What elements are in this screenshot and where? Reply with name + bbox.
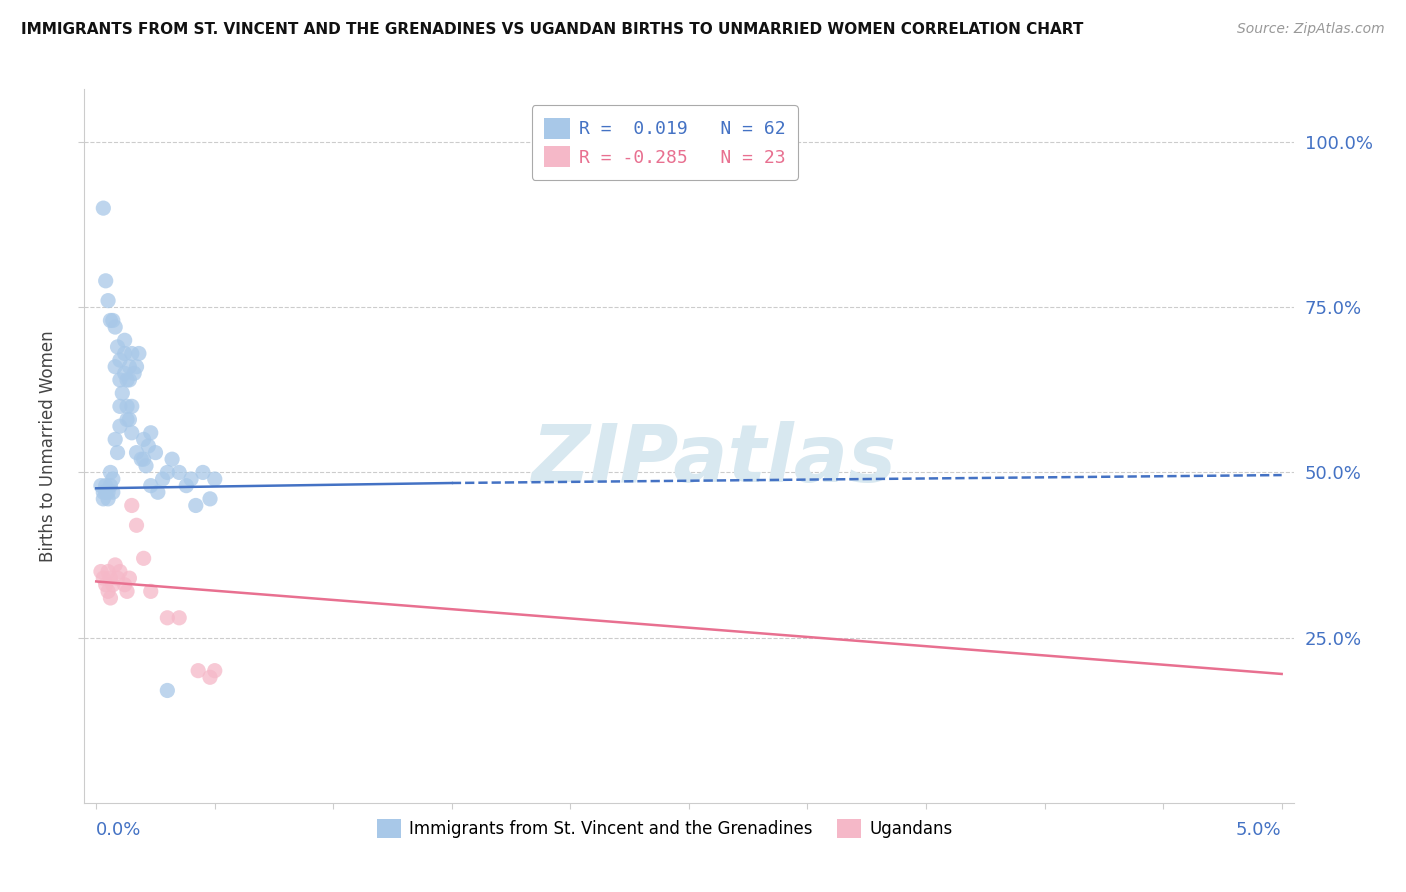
Point [176, 478, 198, 492]
Point [118, 359, 141, 374]
Point [156, 611, 179, 625]
Point [115, 373, 138, 387]
Point [125, 359, 148, 374]
Point [91, 201, 114, 215]
Point [125, 445, 148, 459]
Point [132, 551, 155, 566]
Point [156, 683, 179, 698]
Point [122, 367, 145, 381]
Point [108, 373, 131, 387]
Point [139, 425, 162, 440]
Point [104, 558, 127, 572]
Point [115, 584, 138, 599]
Point [97, 565, 120, 579]
Point [156, 466, 179, 480]
Point [125, 518, 148, 533]
Point [160, 452, 183, 467]
Text: 0.0%: 0.0% [96, 821, 142, 838]
Point [90, 565, 112, 579]
Point [146, 485, 169, 500]
Point [91, 491, 114, 506]
Point [128, 346, 150, 360]
Point [132, 433, 155, 447]
Point [107, 340, 129, 354]
Point [129, 452, 152, 467]
Point [100, 591, 122, 605]
Point [100, 478, 122, 492]
Point [121, 400, 143, 414]
Point [167, 611, 190, 625]
Point [104, 433, 127, 447]
Point [97, 485, 120, 500]
Point [101, 485, 124, 500]
Legend: Immigrants from St. Vincent and the Grenadines, Ugandans: Immigrants from St. Vincent and the Gren… [371, 812, 959, 845]
Point [91, 571, 114, 585]
Point [152, 472, 174, 486]
Point [100, 571, 122, 585]
Point [100, 313, 122, 327]
Point [204, 664, 226, 678]
Point [90, 478, 112, 492]
Point [198, 491, 221, 506]
Point [107, 445, 129, 459]
Point [107, 571, 129, 585]
Text: ZIPatlas: ZIPatlas [530, 421, 896, 500]
Text: IMMIGRANTS FROM ST. VINCENT AND THE GRENADINES VS UGANDAN BIRTHS TO UNMARRIED WO: IMMIGRANTS FROM ST. VINCENT AND THE GREN… [21, 22, 1084, 37]
Point [97, 584, 120, 599]
Point [114, 346, 136, 360]
Point [115, 400, 138, 414]
Point [198, 670, 221, 684]
Point [101, 472, 124, 486]
Point [118, 571, 141, 585]
Point [104, 320, 127, 334]
Point [100, 466, 122, 480]
Point [91, 485, 114, 500]
Point [121, 499, 143, 513]
Point [204, 472, 226, 486]
Point [94, 578, 117, 592]
Point [121, 346, 143, 360]
Point [94, 478, 117, 492]
Point [94, 274, 117, 288]
Text: 5.0%: 5.0% [1236, 821, 1282, 838]
Point [114, 578, 136, 592]
Point [114, 333, 136, 347]
Point [139, 584, 162, 599]
Point [145, 445, 167, 459]
Point [104, 359, 127, 374]
Point [111, 386, 134, 401]
Text: Source: ZipAtlas.com: Source: ZipAtlas.com [1237, 22, 1385, 37]
Point [135, 458, 157, 473]
Point [108, 400, 131, 414]
Point [180, 472, 202, 486]
Point [167, 466, 190, 480]
Point [191, 466, 214, 480]
Point [115, 412, 138, 426]
Point [118, 373, 141, 387]
Point [108, 565, 131, 579]
Point [118, 412, 141, 426]
Point [97, 293, 120, 308]
Y-axis label: Births to Unmarried Women: Births to Unmarried Women [39, 330, 58, 562]
Point [108, 353, 131, 368]
Point [132, 452, 155, 467]
Point [97, 491, 120, 506]
Point [101, 313, 124, 327]
Point [187, 664, 209, 678]
Point [108, 419, 131, 434]
Point [138, 439, 160, 453]
Point [139, 478, 162, 492]
Point [114, 367, 136, 381]
Point [94, 485, 117, 500]
Point [121, 425, 143, 440]
Point [184, 499, 207, 513]
Point [101, 578, 124, 592]
